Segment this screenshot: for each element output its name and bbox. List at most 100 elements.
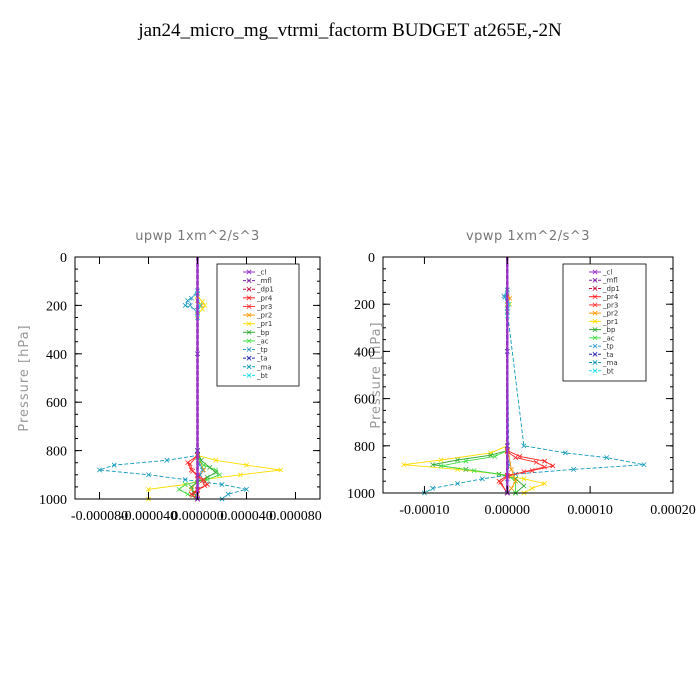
data-point	[278, 467, 284, 473]
x-tick-label: -0.000080	[71, 509, 128, 524]
y-tick-label: 1000	[39, 493, 67, 508]
panel-title: upwp 1xm^2/s^3	[135, 229, 260, 244]
legend-marker	[246, 355, 252, 361]
data-point	[97, 467, 102, 473]
legend-label: _dp1	[602, 285, 620, 293]
legend-marker	[592, 302, 598, 308]
data-point	[550, 463, 556, 469]
data-point	[455, 457, 461, 463]
legend-marker	[246, 286, 252, 292]
legend-label: _tp	[256, 346, 268, 354]
legend-label: _ma	[602, 359, 618, 367]
data-point	[111, 462, 117, 468]
data-point	[176, 486, 182, 492]
legend-item: _ma	[243, 363, 272, 371]
legend-marker	[246, 269, 252, 275]
data-point	[244, 462, 249, 468]
data-point	[455, 466, 461, 472]
legend-item: _tp	[243, 346, 268, 354]
data-point	[513, 478, 519, 484]
data-point	[471, 468, 477, 474]
data-point	[521, 469, 527, 475]
series-line	[189, 257, 206, 500]
data-point	[188, 295, 194, 301]
legend-label: _pr4	[602, 293, 619, 301]
x-tick-label: 0.00010	[567, 503, 613, 518]
data-point	[182, 481, 188, 487]
panel-1: upwp 1xm^2/s^3 Pressure [hPa] 0 200 400 600 80…	[17, 229, 322, 524]
y-tick-label: 0	[368, 251, 375, 266]
data-point	[202, 302, 208, 308]
data-point	[204, 474, 210, 480]
legend-label: _pr2	[602, 310, 618, 318]
data-point	[542, 481, 548, 487]
data-point	[185, 491, 191, 497]
legend-item: _pr4	[243, 294, 273, 302]
data-point	[185, 460, 191, 466]
legend-marker	[592, 368, 598, 374]
data-point	[492, 453, 498, 459]
legend-label: _cl	[256, 269, 266, 277]
legend-item: _bp	[243, 329, 270, 337]
legend-marker	[246, 372, 252, 378]
y-tick-label: 800	[354, 440, 375, 455]
x-tick-label: 0.00000	[485, 503, 531, 518]
data-point	[604, 455, 610, 461]
data-point	[641, 462, 647, 468]
legend-box	[216, 263, 300, 387]
y-tick-label: 200	[46, 299, 67, 314]
data-point	[188, 484, 194, 490]
data-point	[198, 457, 204, 463]
y-tick-label: 1000	[347, 487, 375, 502]
legend-label: _dp1	[256, 286, 274, 294]
data-point	[225, 491, 231, 497]
legend-item: _bt	[589, 367, 614, 375]
data-point	[571, 466, 577, 472]
legend-label: _pr4	[256, 294, 273, 302]
legend-marker	[592, 360, 598, 366]
legend-item: _pr3	[589, 301, 618, 309]
data-point	[146, 472, 151, 478]
legend-label: _ta	[256, 355, 268, 363]
data-point	[190, 468, 196, 474]
data-point	[237, 472, 243, 478]
legend-label: _bp	[256, 329, 270, 337]
panel-title: vpwp 1xm^2/s^3	[466, 229, 590, 244]
data-point	[521, 483, 527, 489]
data-point	[430, 485, 436, 491]
data-point	[187, 461, 193, 467]
legend-item: _cl	[243, 269, 266, 277]
legend-item: _mfl	[589, 277, 618, 285]
data-point	[204, 481, 210, 487]
legend-label: _ac	[602, 334, 615, 342]
legend: _cl_mfl_dp1_pr4_pr3_pr2_pr1_bp_ac_tp_ta_…	[216, 263, 300, 387]
legend-label: _ac	[256, 337, 269, 345]
legend-item: _pr2	[243, 312, 272, 320]
data-point	[438, 457, 444, 463]
legend-label: _pr2	[256, 312, 272, 320]
legend-label: _bt	[602, 367, 614, 375]
legend-marker	[246, 312, 252, 318]
series-line	[440, 257, 517, 493]
legend-item: _dp1	[243, 286, 274, 294]
data-point	[521, 476, 527, 482]
data-point	[542, 464, 548, 470]
data-point	[213, 469, 219, 475]
data-point	[213, 457, 219, 463]
data-point	[438, 463, 444, 469]
legend-label: _bp	[602, 326, 616, 334]
data-point	[164, 457, 170, 463]
data-point	[488, 450, 494, 456]
legend-item: _pr2	[589, 310, 618, 318]
data-point	[488, 452, 494, 458]
series-line	[432, 257, 525, 494]
legend-label: _cl	[602, 269, 612, 277]
data-point	[199, 306, 205, 312]
y-tick-label: 0	[60, 251, 67, 266]
legend-marker	[592, 351, 598, 357]
legend-marker	[592, 269, 598, 275]
data-point	[521, 443, 527, 449]
x-tick-label: -0.00010	[399, 503, 449, 518]
data-point	[479, 476, 485, 482]
legend-label: _ma	[256, 363, 272, 371]
